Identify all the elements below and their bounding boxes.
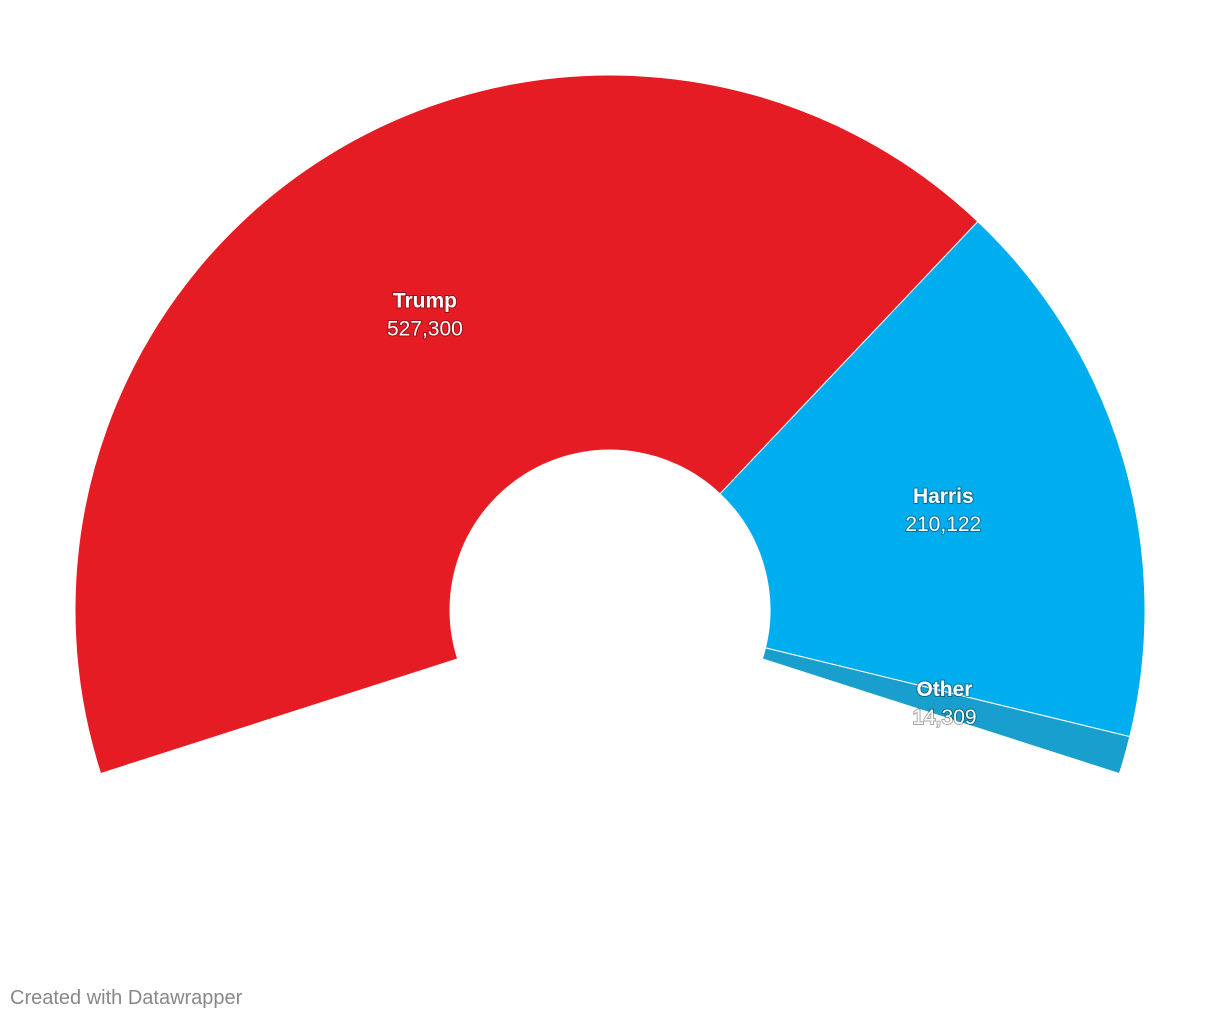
value-label: 14,309 [912, 706, 976, 729]
value-label: 527,300 [387, 317, 463, 340]
category-label: Trump [393, 289, 457, 312]
wedge [74, 74, 979, 775]
category-label: Harris [913, 485, 974, 508]
category-label: Other [916, 678, 972, 701]
credit: Created with Datawrapper [10, 987, 243, 1009]
wedge [719, 220, 1146, 738]
value-label: 210,122 [905, 513, 981, 536]
wedge [761, 647, 1131, 775]
